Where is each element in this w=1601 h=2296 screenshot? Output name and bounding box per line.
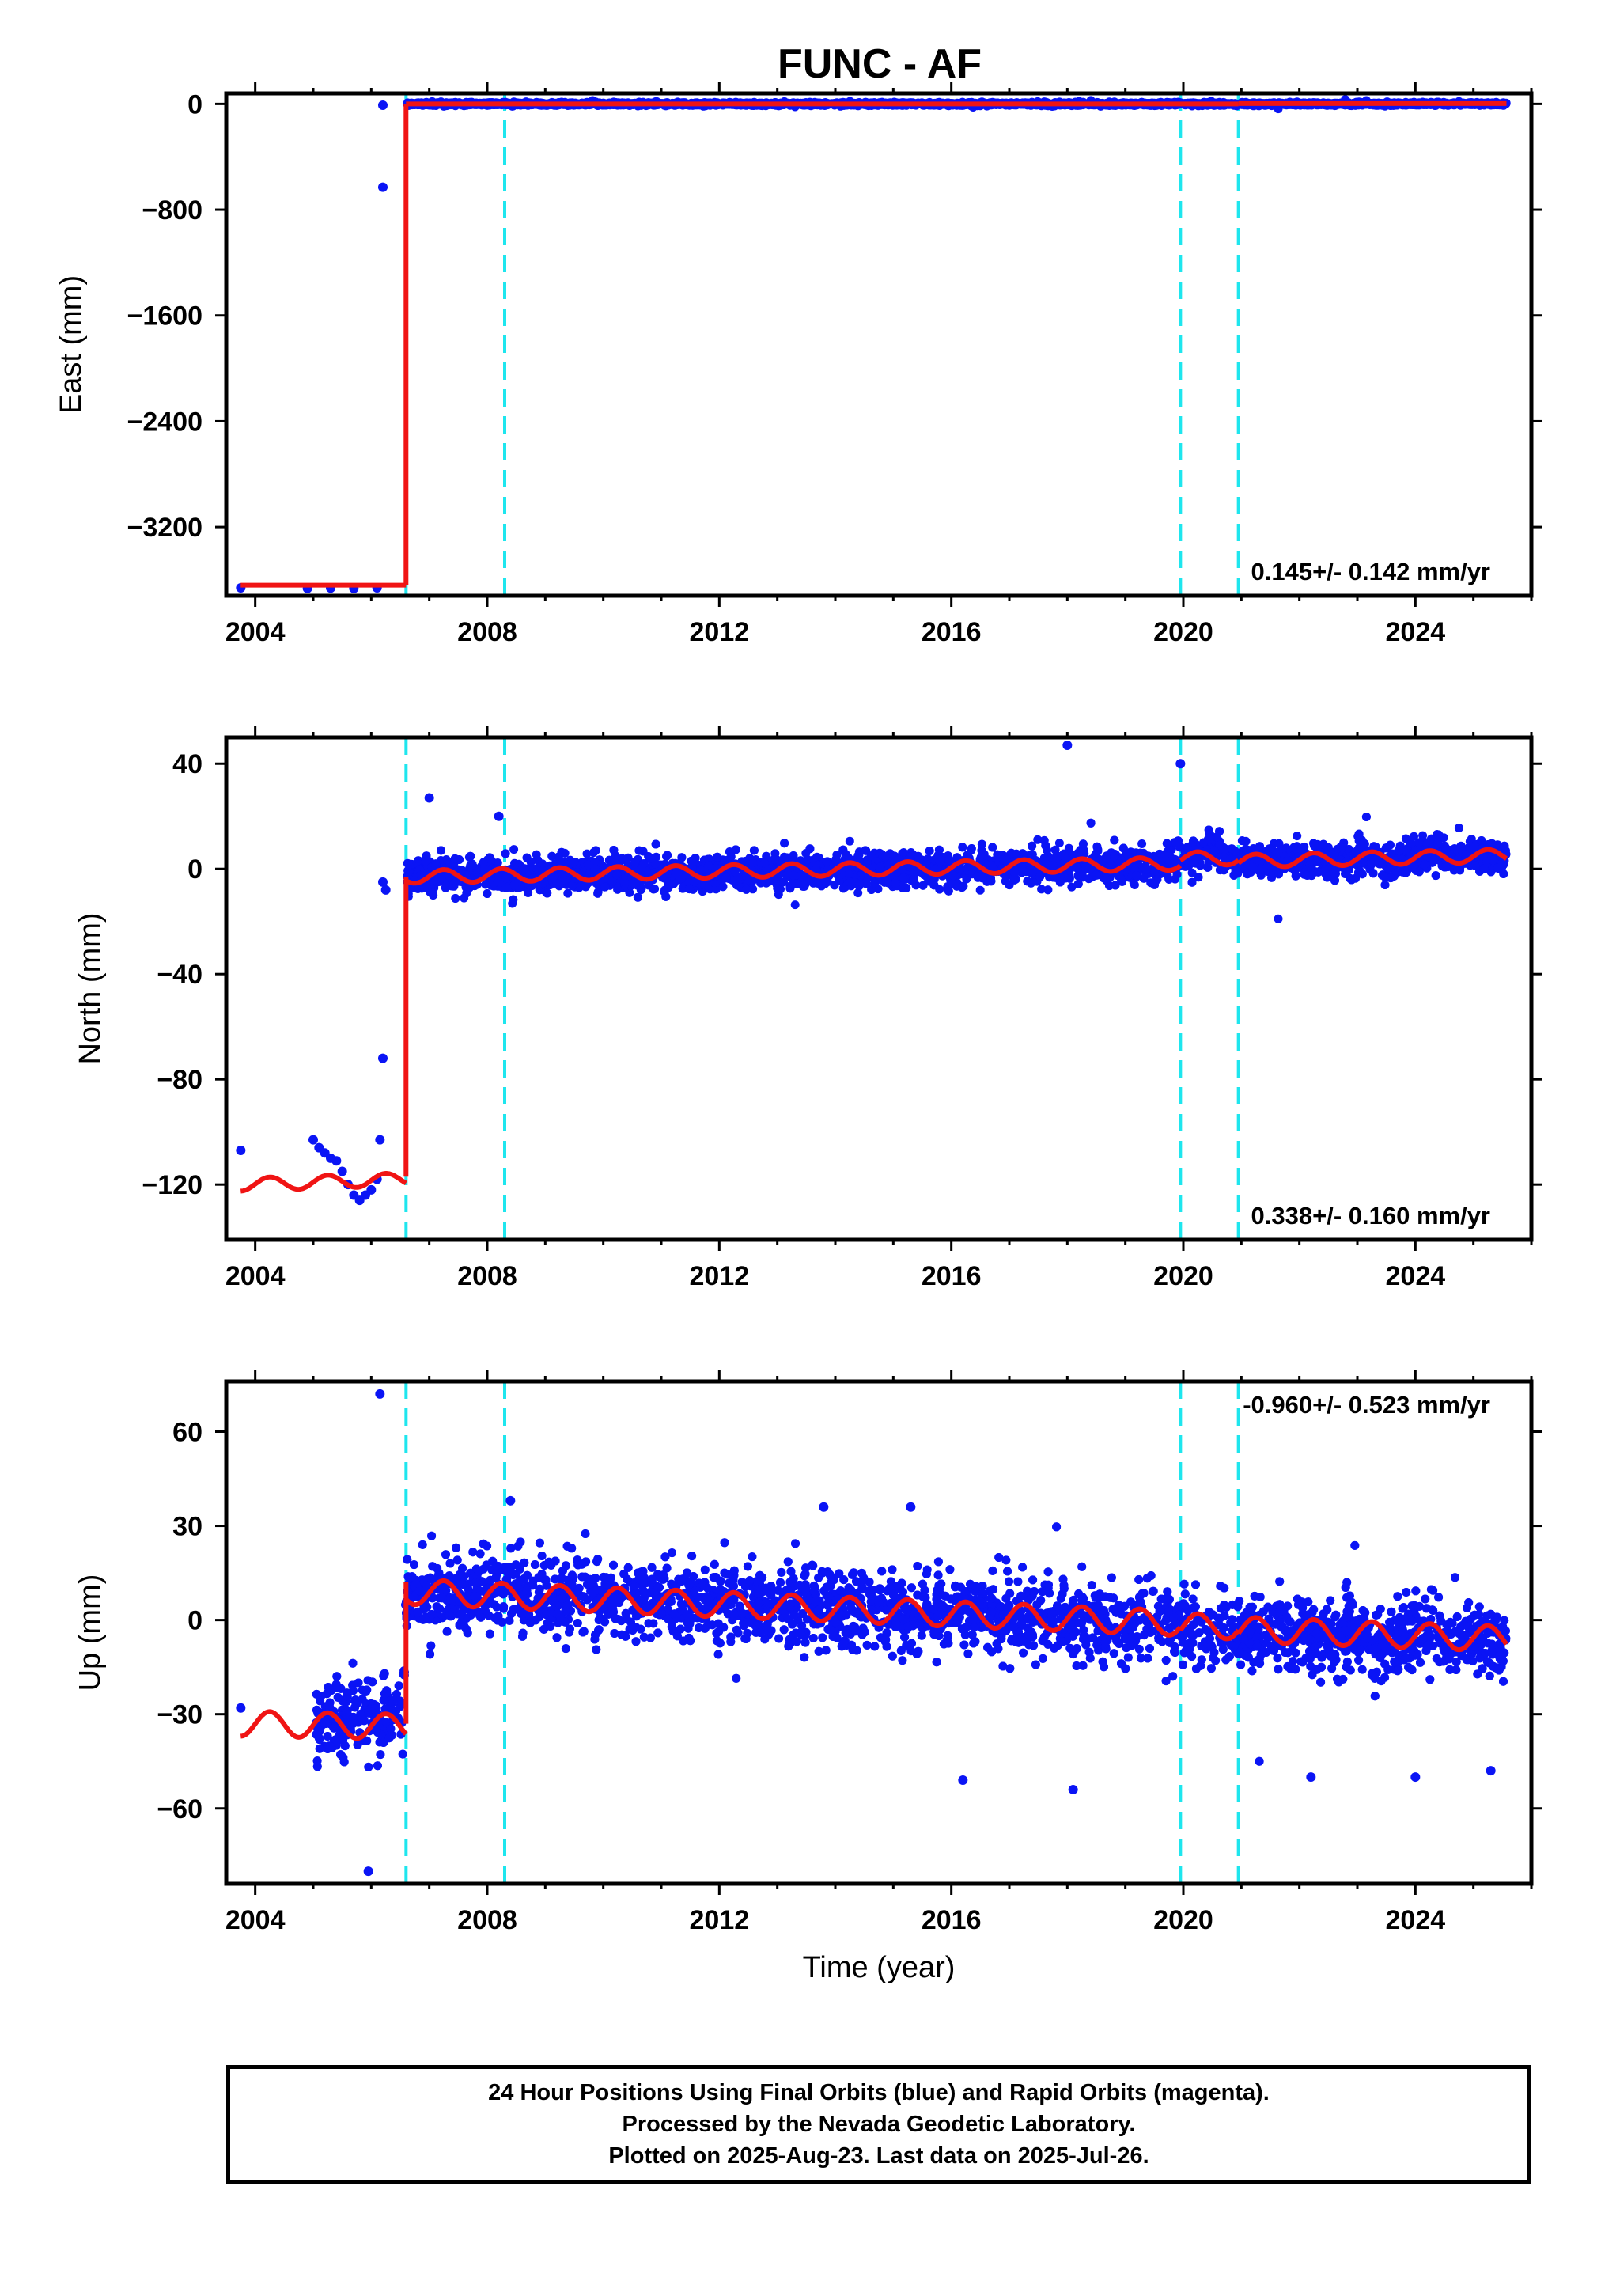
east-y-tick-label: 0 [187, 89, 202, 119]
east-x-tick-label: 2024 [1386, 617, 1446, 647]
north-plot-area [236, 737, 1511, 1240]
east-frame [224, 91, 1534, 598]
east-x-tick-label: 2012 [690, 617, 750, 647]
east-x-tick-label: 2020 [1153, 617, 1213, 647]
east-y-tick-label: −1600 [127, 301, 203, 332]
east-data-point [378, 100, 388, 111]
north-data-band [403, 813, 1511, 923]
east-rate-label: 0.145+/- 0.142 mm/yr [1251, 558, 1490, 585]
chart-title: FUNC - AF [778, 41, 982, 87]
east-plot-area [236, 93, 1511, 596]
east-y-tick-label: −3200 [127, 513, 203, 543]
east-x-tick-label: 2008 [457, 617, 517, 647]
east-x-tick-label: 2004 [225, 617, 286, 647]
east-panel: 2004 2008 2012 2016 2020 2024 0 −800 −1600 −2400 −… [55, 82, 1542, 647]
east-data-point [378, 182, 388, 192]
east-y-tick-label: −2400 [127, 407, 203, 437]
east-x-tick-label: 2016 [922, 617, 982, 647]
east-y-axis-title: East (mm) [55, 275, 88, 414]
north-panel: 2004 2008 2012 2016 2020 2024400−40−80−120Nor… [74, 726, 1542, 1291]
east-y-tick-label: −800 [142, 195, 202, 225]
